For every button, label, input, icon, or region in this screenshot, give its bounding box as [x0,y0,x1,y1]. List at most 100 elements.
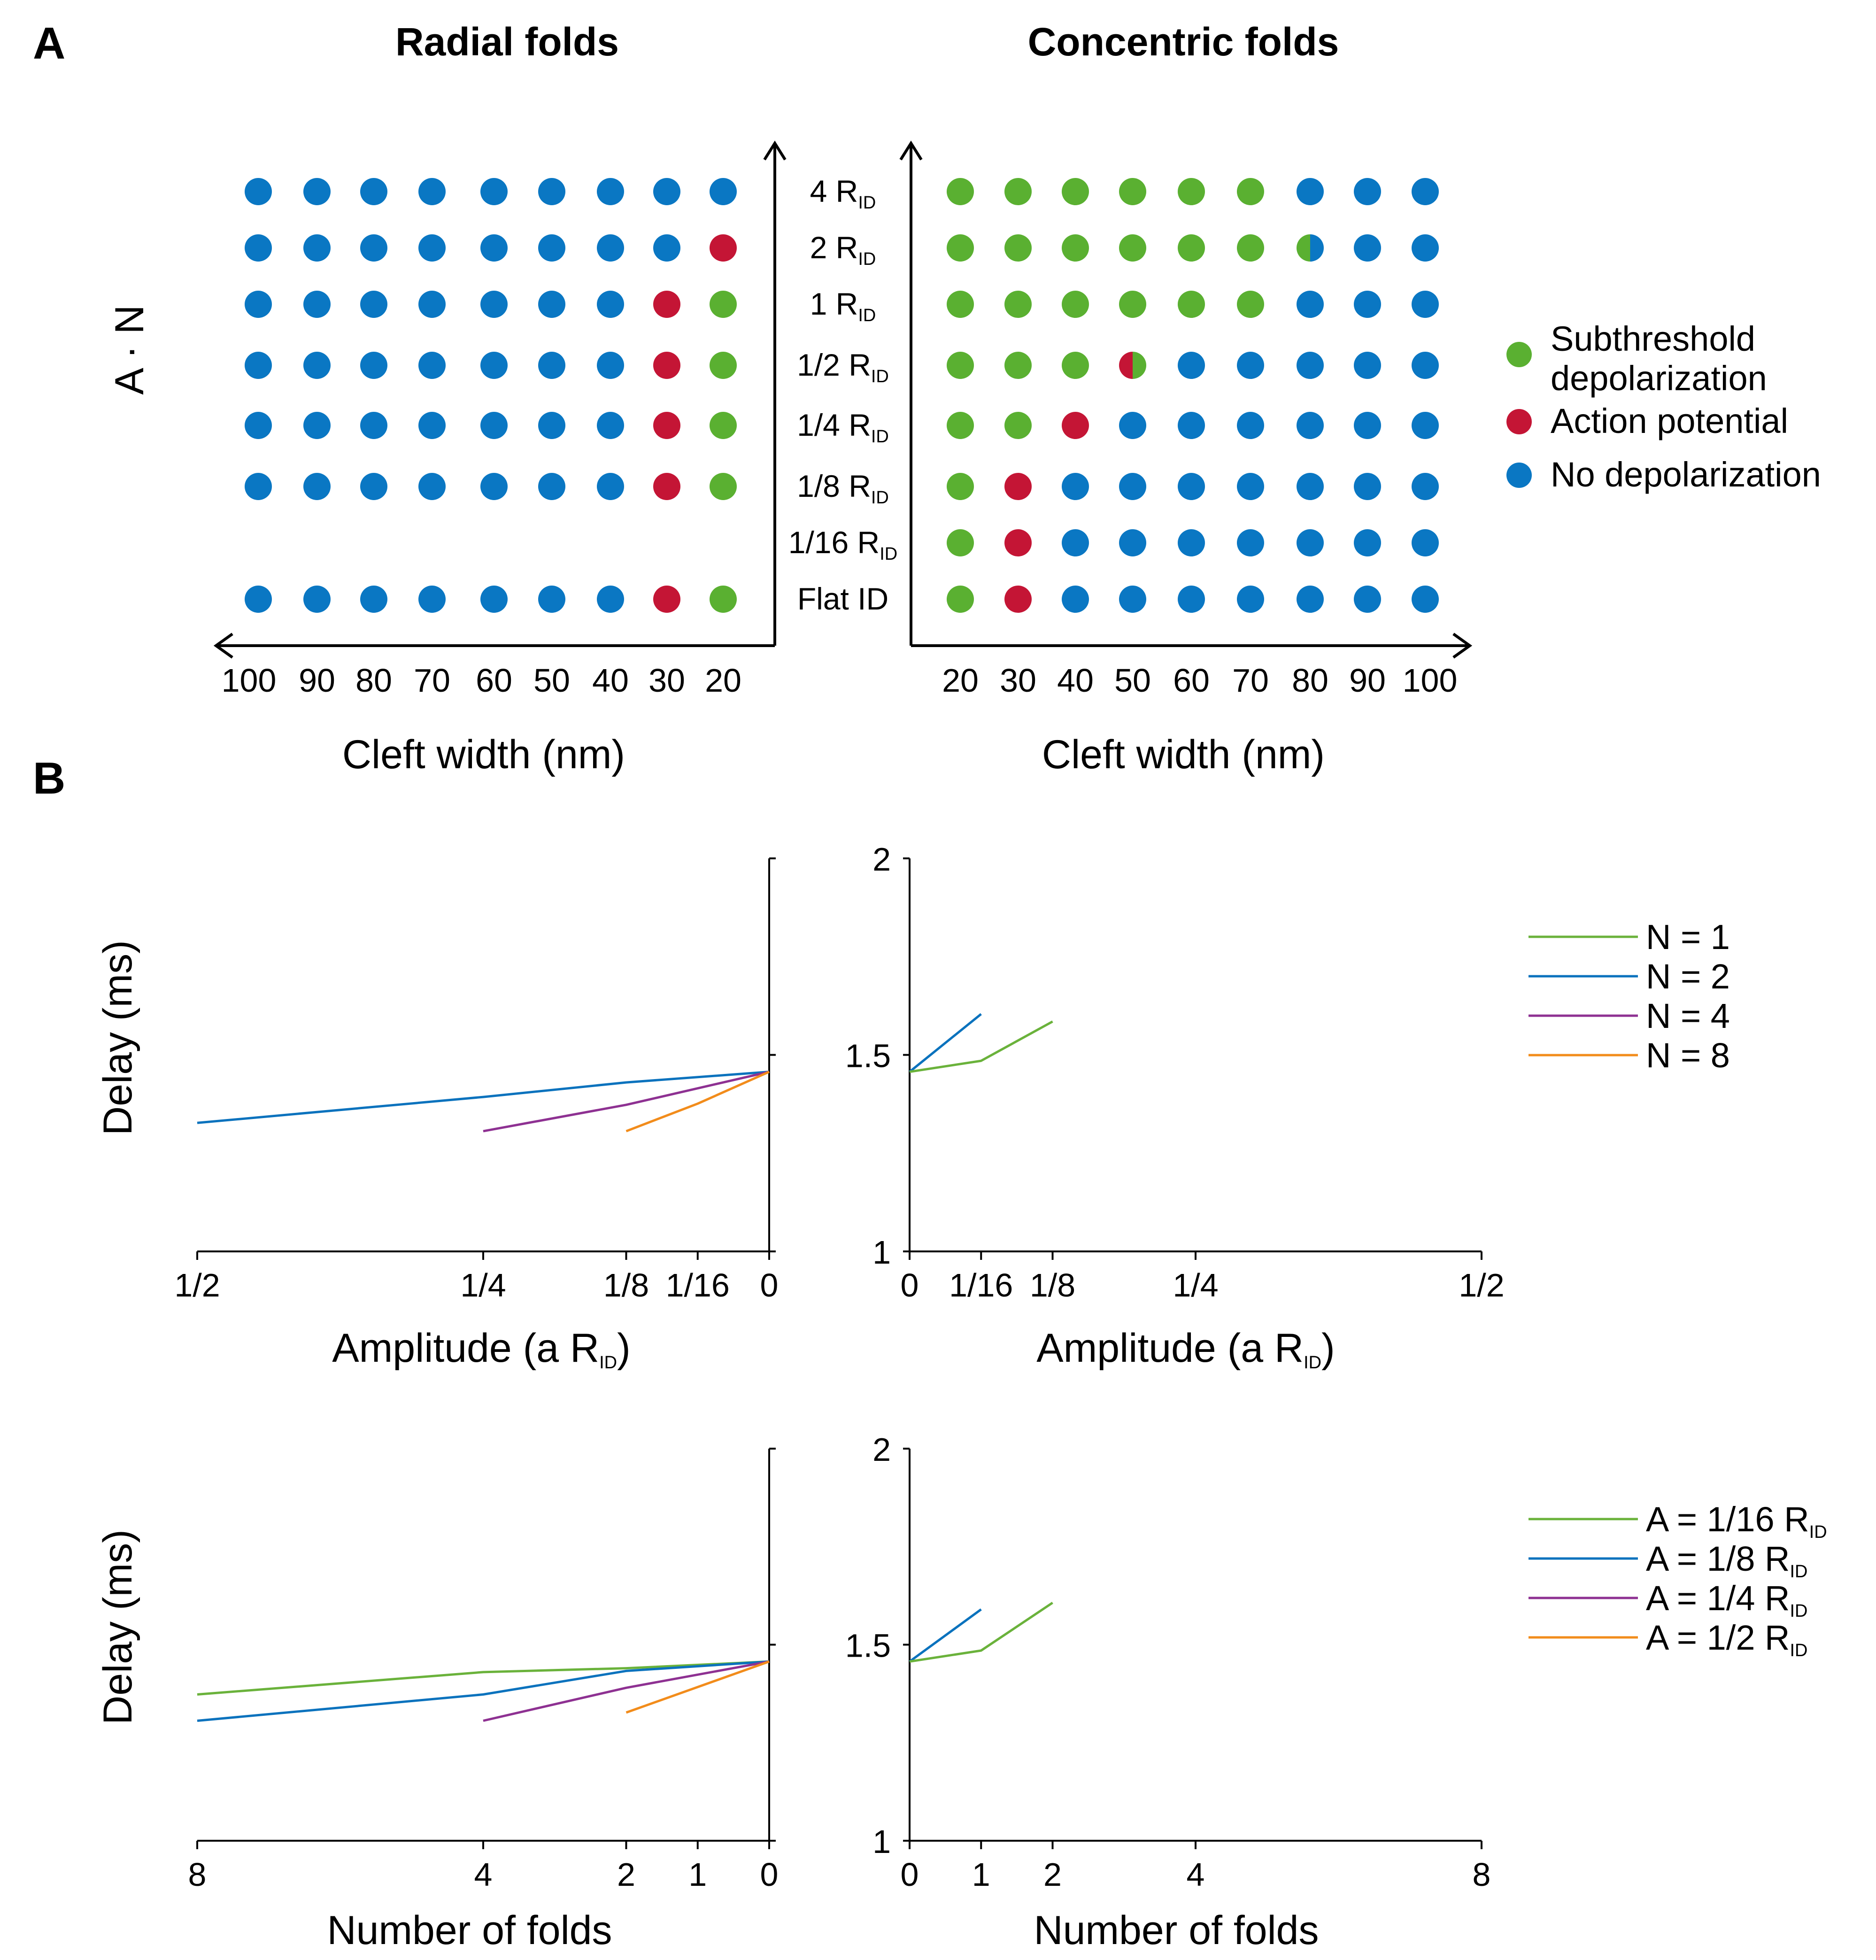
concentric-x-axis-title: Cleft width (nm) [1042,732,1325,777]
y-tick-label: 1.5 [845,1628,891,1664]
row-label: 1/4 RID [797,408,889,447]
row-label-main: 1/4 R [797,408,871,442]
radial-dot [710,412,737,439]
concentric-dot [1178,412,1205,439]
radial-dot [710,586,737,613]
radial-dot [245,291,272,318]
row-label: 1/8 RID [797,469,889,508]
x-tick-label: 1/8 [1030,1267,1075,1304]
concentric-dot [1297,529,1324,556]
radial-x-tick-label: 60 [476,662,512,699]
y-tick-label: 1.5 [845,1038,891,1074]
radial-x-tick-label: 20 [705,662,741,699]
legend-label-main: A = 1/2 R [1646,1618,1790,1657]
concentric-dot-left-half [1119,352,1133,379]
row-label-main: 4 R [810,174,858,208]
concentric-dot [947,586,974,613]
amplitude-radial-chart: 1/2 1/4 1/8 1/16 0 [174,857,779,1304]
radial-dot [418,586,446,613]
row-label-sub: ID [871,427,889,447]
row-label-sub: ID [871,488,889,508]
amplitude-radial-xlabel-end: ) [617,1326,631,1371]
series-line [909,1602,1053,1663]
radial-y-arrow [763,140,787,161]
concentric-dot [1062,473,1089,500]
concentric-dot [1237,352,1264,379]
amplitude-concentric-xlabel-main: Amplitude (a R [1036,1326,1304,1371]
radial-dot [303,178,331,205]
x-tick-label: 0 [760,1267,779,1304]
y-tick-label: 2 [872,841,891,878]
folds-radial-xlabel: Number of folds [327,1908,612,1953]
radial-dot [597,352,624,379]
radial-dot [303,473,331,500]
radial-dot [480,473,508,500]
series-line [909,1020,1053,1073]
concentric-dot [1297,178,1324,205]
concentric-dot-left-half [1297,234,1310,262]
concentric-dot [1178,586,1205,613]
legend-label: A = 1/16 RID [1646,1500,1827,1542]
radial-dot [597,412,624,439]
concentric-dot [1178,529,1205,556]
x-tick-label: 0 [760,1856,779,1893]
legend-label: A = 1/2 RID [1646,1618,1807,1660]
radial-dot [418,473,446,500]
concentric-dot [1178,352,1205,379]
concentric-x-tick-label: 90 [1349,662,1386,699]
concentric-x-tick-label: 30 [1000,662,1036,699]
legend-label: No depolarization [1551,455,1821,494]
concentric-dot [1119,586,1146,613]
radial-dot [538,352,565,379]
series-line [197,1071,770,1124]
concentric-dot [1237,234,1264,262]
radial-dot [653,412,680,439]
amplitude-radial-xlabel: Amplitude (a RID) [332,1326,630,1373]
concentric-dot [1297,473,1324,500]
legend-marker [1506,342,1532,367]
radial-dot [480,412,508,439]
radial-dot [538,473,565,500]
concentric-dot [1004,178,1032,205]
concentric-dot [1237,586,1264,613]
radial-dot [360,586,387,613]
x-tick-label: 4 [474,1856,493,1893]
radial-dot [245,178,272,205]
concentric-dot [1237,473,1264,500]
concentric-dot [1354,529,1381,556]
radial-dot [653,473,680,500]
row-label-sub: ID [858,306,876,325]
row-label: 1/16 RID [788,525,897,564]
row-label-main: 2 R [810,230,858,265]
concentric-dot [1004,473,1032,500]
legend-label: N = 8 [1646,1036,1730,1075]
row-label-main: 1/8 R [797,469,871,503]
row-label-main: Flat ID [797,581,888,616]
radial-dot [710,473,737,500]
radial-dot [597,586,624,613]
concentric-dot [1119,234,1146,262]
concentric-dot [947,352,974,379]
concentric-dot [1354,234,1381,262]
amplitude-ylabel: Delay (ms) [95,940,140,1135]
legend-label-sub: ID [1790,1601,1807,1621]
x-tick-label: 0 [901,1856,919,1893]
legend-marker [1506,463,1532,488]
radial-dot [303,586,331,613]
legend-label: N = 2 [1646,957,1730,996]
legend-label-sub: ID [1790,1641,1807,1660]
series-line [197,1660,770,1696]
concentric-dot [1004,529,1032,556]
x-tick-label: 2 [1043,1856,1062,1893]
radial-dot [418,234,446,262]
legend-label: N = 1 [1646,918,1730,957]
radial-dot [418,412,446,439]
concentric-dot [1119,291,1146,318]
concentric-x-tick-labels: 20 30 40 50 60 70 80 90 100 [942,662,1457,699]
row-label-sub: ID [880,544,897,564]
legend-label: N = 4 [1646,996,1730,1035]
concentric-dot [1412,291,1439,318]
series-line [909,1608,982,1663]
series-line [625,1071,770,1133]
